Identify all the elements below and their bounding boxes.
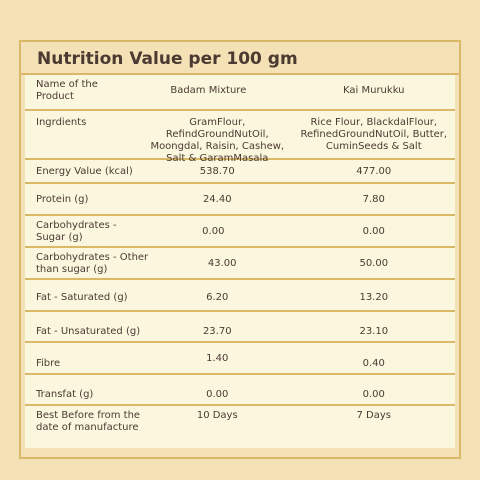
- row-value-1: 0.00: [202, 226, 225, 237]
- row-label: Fat - Unsaturated (g): [36, 326, 141, 337]
- table-row: Energy Value (kcal) 538.70 477.00: [25, 160, 455, 184]
- row-value-2: 7.80: [362, 194, 385, 205]
- row-label: Energy Value (kcal): [36, 166, 133, 177]
- table-row: Protein (g) 24.40 7.80: [25, 184, 455, 216]
- row-value-2: 23.10: [359, 326, 389, 337]
- row-value-2: 50.00: [359, 258, 389, 269]
- table-row: Carbohydrates - Sugar (g) 0.00 0.00: [25, 216, 455, 248]
- table-row: Carbohydrates - Other than sugar (g) 43.…: [25, 248, 455, 280]
- header-product-1: Badam Mixture: [170, 85, 247, 96]
- row-value-1: 43.00: [207, 258, 237, 269]
- row-value-2: 0.00: [362, 389, 385, 400]
- row-value-2: 0.40: [362, 358, 385, 369]
- row-value-1: 0.00: [206, 389, 229, 400]
- row-label: Carbohydrates - Sugar (g): [36, 220, 117, 243]
- row-value-1: GramFlour, RefindGroundNutOil, Moongdal,…: [150, 117, 285, 164]
- row-label: Transfat (g): [36, 389, 94, 400]
- table-row: Ingrdients GramFlour, RefindGroundNutOil…: [25, 111, 455, 164]
- row-label: Fibre: [36, 358, 61, 369]
- row-value-2: 7 Days: [356, 410, 392, 421]
- table-row: Fat - Unsaturated (g) 23.70 23.10: [25, 312, 455, 343]
- table-title: Nutrition Value per 100 gm: [21, 42, 459, 75]
- row-value-2: 0.00: [362, 226, 385, 237]
- header-label: Name of the Product: [36, 79, 98, 102]
- row-label: Protein (g): [36, 194, 89, 205]
- row-label: Ingrdients: [36, 117, 87, 128]
- row-value-1: 10 Days: [196, 410, 238, 421]
- header-row: Name of the Product Badam Mixture Kai Mu…: [25, 75, 455, 111]
- row-value-2: 477.00: [356, 166, 392, 177]
- row-value-2: Rice Flour, BlackdalFlour, RefinedGround…: [300, 117, 448, 152]
- row-value-1: 24.40: [202, 194, 232, 205]
- row-label: Fat - Saturated (g): [36, 292, 128, 303]
- table-row: Transfat (g) 0.00 0.00: [25, 375, 455, 406]
- row-label: Carbohydrates - Other than sugar (g): [36, 252, 149, 275]
- row-value-1: 6.20: [206, 292, 229, 303]
- row-value-1: 23.70: [202, 326, 232, 337]
- row-label: Best Before from the date of manufacture: [36, 410, 141, 433]
- nutrition-table: Nutrition Value per 100 gm Name of the P…: [19, 40, 461, 459]
- table-row: Fat - Saturated (g) 6.20 13.20: [25, 280, 455, 312]
- row-value-1: 1.40: [206, 353, 229, 364]
- header-product-2: Kai Murukku: [343, 85, 405, 96]
- row-value-1: 538.70: [199, 166, 235, 177]
- table-row: Best Before from the date of manufacture…: [25, 406, 455, 448]
- row-value-2: 13.20: [359, 292, 389, 303]
- table-row: Fibre 1.40 0.40: [25, 343, 455, 375]
